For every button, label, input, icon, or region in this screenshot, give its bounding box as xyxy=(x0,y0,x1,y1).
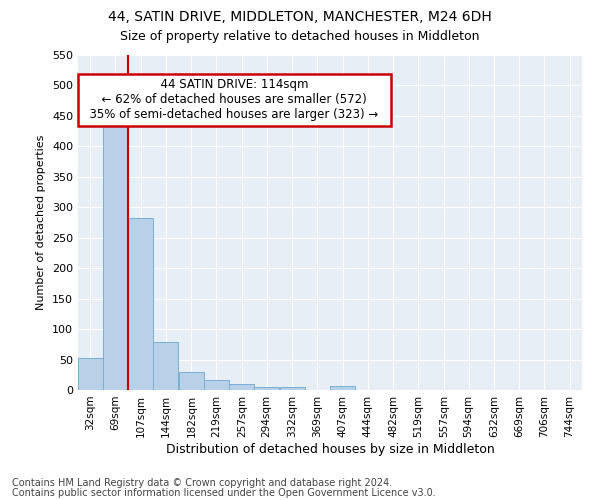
Bar xyxy=(204,380,229,390)
Bar xyxy=(254,387,279,390)
Bar xyxy=(154,342,178,390)
Bar xyxy=(103,112,128,390)
Text: Contains HM Land Registry data © Crown copyright and database right 2024.: Contains HM Land Registry data © Crown c… xyxy=(12,478,392,488)
Y-axis label: Number of detached properties: Number of detached properties xyxy=(37,135,46,310)
Bar xyxy=(128,218,154,390)
Text: Size of property relative to detached houses in Middleton: Size of property relative to detached ho… xyxy=(120,30,480,43)
Text: Contains public sector information licensed under the Open Government Licence v3: Contains public sector information licen… xyxy=(12,488,436,498)
Text: 44 SATIN DRIVE: 114sqm  
  ← 62% of detached houses are smaller (572)  
  35% of: 44 SATIN DRIVE: 114sqm ← 62% of detached… xyxy=(82,78,386,122)
Bar xyxy=(229,384,254,390)
Bar xyxy=(78,358,103,390)
X-axis label: Distribution of detached houses by size in Middleton: Distribution of detached houses by size … xyxy=(166,442,494,456)
Bar xyxy=(179,372,204,390)
Bar xyxy=(331,386,355,390)
Bar xyxy=(280,387,305,390)
Text: 44, SATIN DRIVE, MIDDLETON, MANCHESTER, M24 6DH: 44, SATIN DRIVE, MIDDLETON, MANCHESTER, … xyxy=(108,10,492,24)
